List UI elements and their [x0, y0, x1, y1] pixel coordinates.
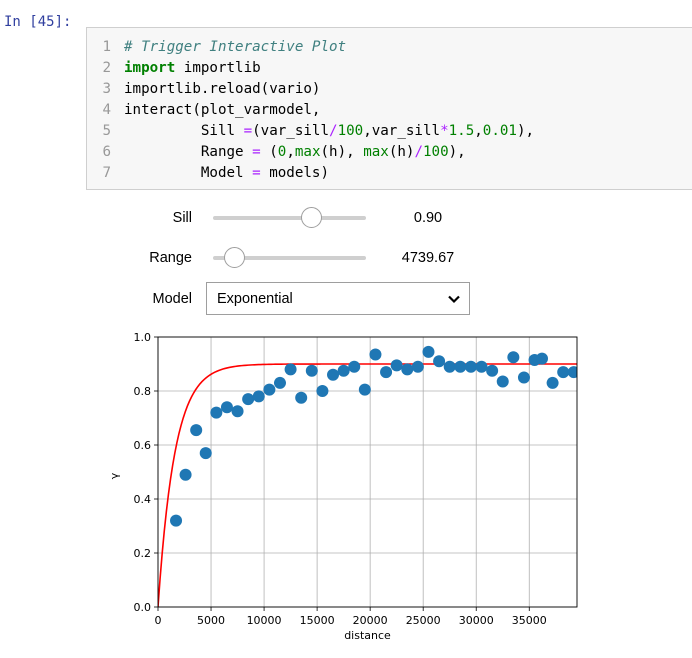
x-tick-label: 20000 — [353, 614, 388, 627]
line-number: 4 — [102, 102, 111, 118]
data-point — [337, 364, 350, 377]
x-tick-label: 0 — [155, 614, 162, 627]
y-tick-label: 0.6 — [134, 439, 152, 452]
code-line[interactable]: 1 # Trigger Interactive Plot — [87, 37, 692, 58]
y-tick-label: 0.2 — [134, 547, 152, 560]
data-point — [507, 351, 520, 364]
data-point — [546, 376, 559, 389]
x-tick-label: 10000 — [247, 614, 282, 627]
plot-frame — [157, 336, 578, 608]
code-text: importlib.reload(vario) — [124, 81, 321, 97]
data-point — [380, 366, 393, 379]
code-editor[interactable]: 1 # Trigger Interactive Plot 2 import impor… — [87, 37, 692, 184]
data-point — [252, 390, 265, 403]
data-point — [210, 406, 223, 419]
x-axis-label: distance — [344, 629, 391, 642]
code-text: Range = (0,max(h), max(h)/100), — [124, 144, 466, 160]
code-line[interactable]: 4 interact(plot_varmodel, — [87, 100, 692, 121]
data-point — [284, 363, 297, 376]
line-number: 3 — [102, 81, 111, 97]
data-point — [464, 360, 477, 373]
data-point — [422, 345, 435, 358]
data-point — [454, 360, 467, 373]
data-point — [517, 371, 530, 384]
data-point — [327, 368, 340, 381]
code-line[interactable]: 2 import importlib — [87, 58, 692, 79]
data-point — [295, 391, 308, 404]
x-tick-label: 5000 — [197, 614, 225, 627]
line-number: 7 — [102, 165, 111, 181]
data-point — [199, 447, 212, 460]
code-text: Sill =(var_sill/100,var_sill*1.5,0.01), — [124, 123, 535, 139]
model-curve — [158, 363, 577, 607]
y-tick-label: 0.8 — [134, 385, 152, 398]
x-tick-label: 35000 — [512, 614, 547, 627]
y-tick-label: 1.0 — [134, 331, 152, 344]
data-point — [358, 383, 371, 396]
model-dropdown[interactable]: Exponential — [206, 282, 470, 315]
data-point — [348, 360, 361, 373]
data-point — [390, 359, 403, 372]
x-tick-label: 30000 — [459, 614, 494, 627]
code-line[interactable]: 7 Model = models) — [87, 163, 692, 184]
line-number: 5 — [102, 123, 111, 139]
sill-value[interactable]: 0.90 — [413, 210, 443, 226]
data-point — [190, 424, 203, 437]
data-point — [179, 468, 192, 481]
y-tick-label: 0.4 — [134, 493, 152, 506]
y-axis-label: γ — [108, 472, 121, 479]
code-text: interact(plot_varmodel, — [124, 102, 321, 118]
code-text: Model = models) — [124, 165, 330, 181]
code-text: import importlib — [124, 60, 261, 76]
data-point — [263, 383, 276, 396]
sill-slider-track[interactable] — [213, 207, 366, 228]
line-number: 1 — [102, 39, 111, 55]
sill-slider-row: Sill 0.90 — [86, 202, 482, 234]
model-dropdown-value: Exponential — [217, 290, 293, 307]
data-point — [316, 385, 329, 397]
x-tick-label: 15000 — [300, 614, 335, 627]
range-slider-row: Range 4739.67 — [86, 242, 482, 274]
data-point — [486, 364, 499, 377]
plot-area — [158, 337, 577, 607]
line-number: 6 — [102, 144, 111, 160]
data-point — [411, 360, 424, 373]
y-tick-label: 0.0 — [134, 601, 152, 614]
data-point — [535, 352, 548, 365]
data-point — [369, 348, 382, 361]
data-point — [475, 360, 488, 373]
data-point — [496, 375, 509, 388]
cell-prompt: In [45]: — [4, 14, 72, 30]
sill-slider-handle[interactable] — [300, 207, 322, 228]
data-point — [170, 514, 183, 527]
data-point — [273, 376, 286, 389]
sill-label: Sill — [172, 210, 192, 226]
data-point — [557, 366, 570, 379]
variogram-chart: 0 5000 10000 15000 20000 25000 30000 35000 0.0 0.… — [108, 331, 578, 642]
code-text: # Trigger Interactive Plot — [124, 39, 347, 55]
chevron-down-icon — [448, 295, 460, 304]
model-label: Model — [152, 290, 193, 307]
data-point — [305, 364, 318, 377]
code-line[interactable]: 3 importlib.reload(vario) — [87, 79, 692, 100]
data-point — [567, 366, 577, 379]
range-label: Range — [149, 250, 192, 266]
line-number: 2 — [102, 60, 111, 76]
data-point — [401, 363, 414, 376]
code-line[interactable]: 6 Range = (0,max(h), max(h)/100), — [87, 142, 692, 163]
code-cell-input[interactable]: 1 # Trigger Interactive Plot 2 import impor… — [86, 27, 692, 190]
range-slider-track[interactable] — [213, 247, 366, 268]
x-tick-label: 25000 — [406, 614, 441, 627]
data-point — [443, 360, 456, 373]
range-value[interactable]: 4739.67 — [401, 250, 455, 266]
data-point — [231, 405, 244, 418]
data-point — [220, 401, 233, 414]
data-point — [433, 355, 446, 368]
code-line[interactable]: 5 Sill =(var_sill/100,var_sill*1.5,0.01)… — [87, 121, 692, 142]
range-slider-handle[interactable] — [224, 247, 246, 268]
data-point — [242, 393, 255, 406]
